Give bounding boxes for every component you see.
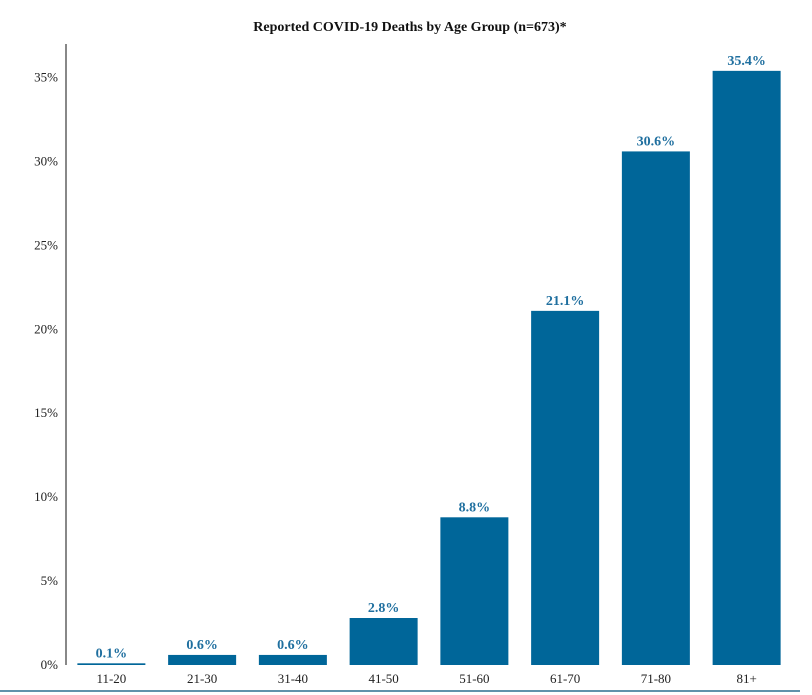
bar (77, 663, 146, 665)
y-tick-label: 25% (34, 237, 58, 252)
bar (258, 654, 327, 665)
x-tick-label: 51-60 (459, 671, 489, 686)
x-tick-label: 61-70 (550, 671, 580, 686)
bar (168, 654, 237, 665)
x-tick-label: 31-40 (278, 671, 308, 686)
y-tick-label: 0% (41, 657, 59, 672)
chart-title: Reported COVID-19 Deaths by Age Group (n… (253, 20, 566, 35)
data-label: 21.1% (546, 294, 585, 309)
bar (349, 618, 418, 665)
y-tick-label: 15% (34, 405, 58, 420)
data-label: 30.6% (637, 134, 676, 149)
x-axis-ticks: 11-20 21-30 31-40 41-50 51-60 61-70 71-80 81+ (96, 671, 756, 686)
y-tick-label: 30% (34, 153, 58, 168)
y-tick-label: 35% (34, 70, 58, 85)
bar (621, 151, 690, 666)
x-tick-label: 41-50 (368, 671, 398, 686)
x-tick-label: 11-20 (96, 671, 126, 686)
y-tick-label: 20% (34, 321, 58, 336)
y-tick-label: 10% (34, 489, 58, 504)
bar (531, 310, 600, 665)
bars-group (77, 70, 781, 666)
data-labels-group: 0.1% 0.6% 0.6% 2.8% 8.8% 21.1% 30.6% 35.4% (96, 54, 766, 661)
x-tick-label: 21-30 (187, 671, 217, 686)
bar (440, 517, 509, 665)
y-tick-label: 5% (41, 573, 59, 588)
data-label: 0.6% (186, 638, 218, 653)
x-tick-label: 71-80 (641, 671, 671, 686)
bar (712, 70, 781, 665)
data-label: 35.4% (727, 54, 766, 69)
data-label: 8.8% (459, 500, 491, 515)
data-label: 2.8% (368, 601, 400, 616)
data-label: 0.6% (277, 638, 309, 653)
x-tick-label: 81+ (736, 671, 756, 686)
data-label: 0.1% (96, 646, 128, 661)
y-axis-ticks: 0% 5% 10% 15% 20% 25% 30% 35% (34, 70, 58, 672)
